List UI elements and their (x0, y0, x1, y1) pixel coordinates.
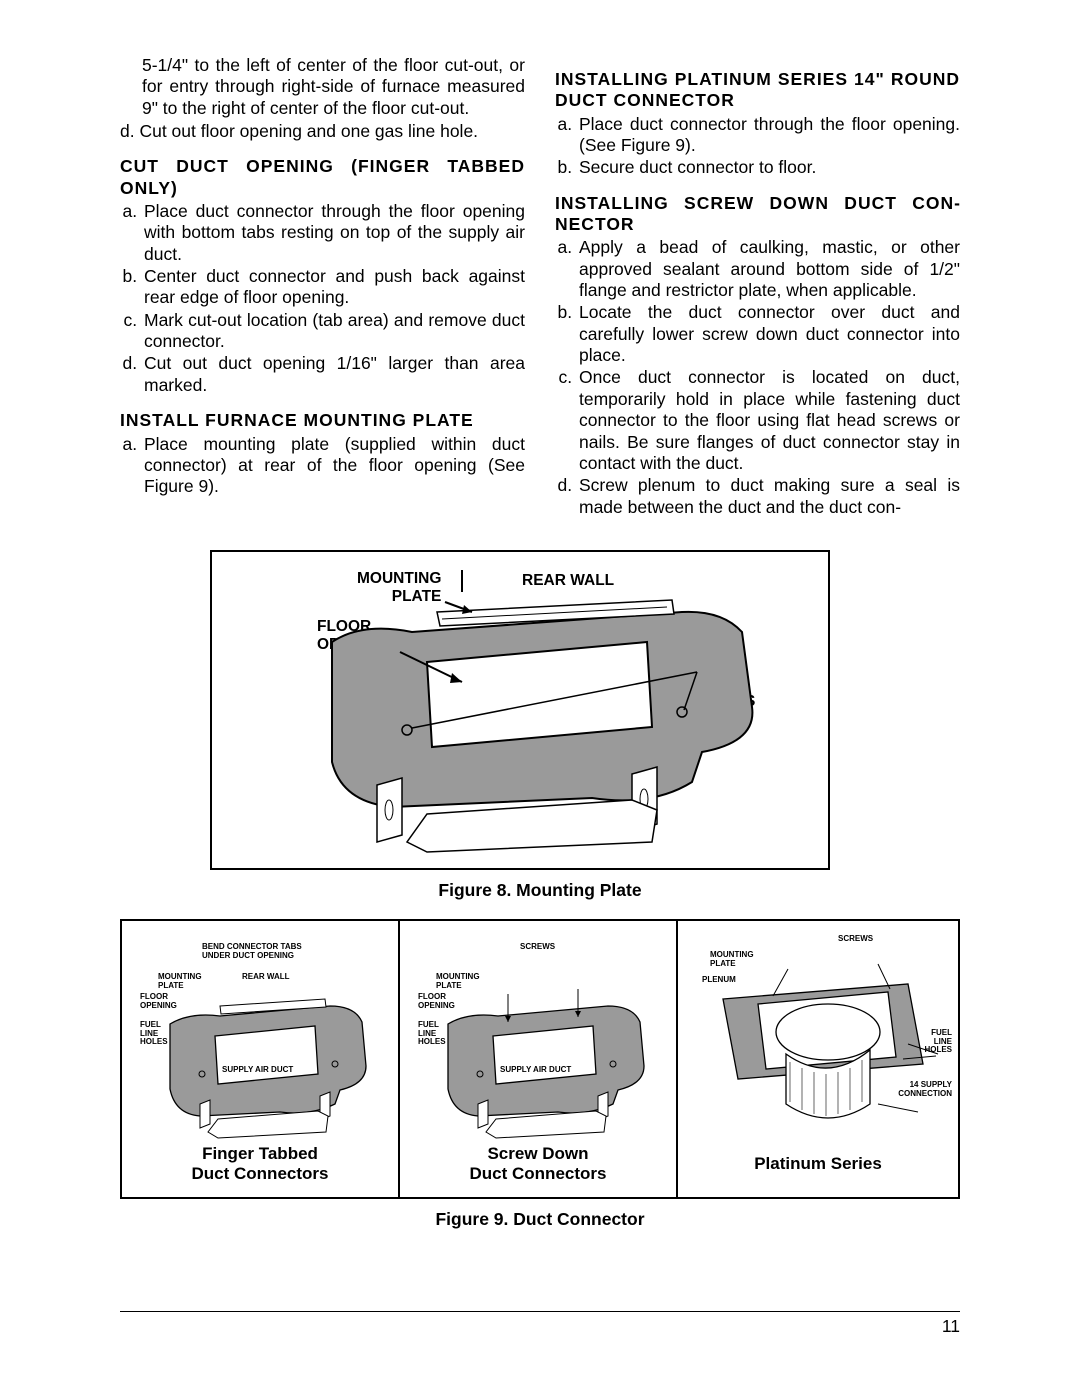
list-item: Apply a bead of caulking, mastic, or oth… (577, 237, 960, 301)
panel-b-drawing (408, 964, 668, 1144)
page-number: 11 (942, 1316, 960, 1337)
mini-label: FUELLINEHOLES (924, 1029, 952, 1055)
panel-label: Screw DownDuct Connectors (470, 1144, 607, 1185)
panel-label: Platinum Series (754, 1144, 882, 1185)
mini-label: MOUNTINGPLATE (436, 973, 480, 991)
list-item: Locate the duct connector over duct and … (577, 302, 960, 366)
heading-screwdown: INSTALLING SCREW DOWN DUCT CON­NECTOR (555, 193, 960, 236)
mini-label: FUELLINEHOLES (140, 1021, 168, 1047)
mini-label: SUPPLY AIR DUCT (222, 1066, 293, 1075)
panel-a-drawing (130, 964, 390, 1144)
mini-label: BEND CONNECTOR TABSUNDER DUCT OPENING (202, 943, 302, 961)
mini-label: PLENUM (702, 976, 736, 985)
intro-item-d: d. Cut out floor opening and one gas lin… (120, 121, 525, 142)
heading-cut-duct: CUT DUCT OPENING (FINGER TABBED ONLY) (120, 156, 525, 199)
list-item: Center duct connector and push back agai… (142, 266, 525, 309)
mini-label: SCREWS (838, 935, 873, 944)
list-cut-duct: Place duct connector through the floor o… (120, 201, 525, 396)
mini-label: MOUNTINGPLATE (710, 951, 754, 969)
list-platinum: Place duct connector through the floor o… (555, 114, 960, 179)
heading-install-mounting: INSTALL FURNACE MOUNTING PLATE (120, 410, 525, 431)
mini-label: FLOOROPENING (418, 993, 455, 1011)
figure-8-caption: Figure 8. Mounting Plate (120, 880, 960, 901)
intro-continuation: 5-1/4" to the left of center of the floo… (120, 55, 525, 119)
figure-9-panel-b: SCREWS MOUNTINGPLATE FLOOROPENING FUELLI… (400, 921, 678, 1197)
figure-9-caption: Figure 9. Duct Connector (120, 1209, 960, 1230)
list-item: Mark cut-out location (tab area) and rem… (142, 310, 525, 353)
mini-label: SCREWS (520, 943, 555, 952)
figure-9-panel-a: BEND CONNECTOR TABSUNDER DUCT OPENING MO… (122, 921, 400, 1197)
list-item: Cut out duct opening 1/16" larger than a… (142, 353, 525, 396)
left-column: 5-1/4" to the left of center of the floo… (120, 55, 525, 532)
list-item: Screw plenum to duct making sure a seal … (577, 475, 960, 518)
figure-9-box: BEND CONNECTOR TABSUNDER DUCT OPENING MO… (120, 919, 960, 1199)
mini-label: MOUNTINGPLATE (158, 973, 202, 991)
right-column: INSTALLING PLATINUM SERIES 14" ROUND DUC… (555, 55, 960, 532)
figure-8-drawing (212, 552, 828, 868)
list-item: Once duct connector is located on duct, … (577, 367, 960, 474)
heading-platinum: INSTALLING PLATINUM SERIES 14" ROUND DUC… (555, 69, 960, 112)
mini-label: SUPPLY AIR DUCT (500, 1066, 571, 1075)
list-item: Secure duct connector to floor. (577, 157, 960, 178)
list-item: Place duct connector through the floor o… (142, 201, 525, 265)
list-item: Place mounting plate (supplied within du… (142, 434, 525, 498)
list-install-mounting: Place mounting plate (supplied within du… (120, 434, 525, 498)
mini-label: 14 SUPPLYCONNECTION (898, 1081, 952, 1099)
mini-label: FUELLINEHOLES (418, 1021, 446, 1047)
panel-label: Finger TabbedDuct Connectors (192, 1144, 329, 1185)
figure-8-box: MOUNTINGPLATE REAR WALL FLOOROPENING FUE… (210, 550, 830, 870)
footer-rule (120, 1311, 960, 1312)
list-item: Place duct connector through the floor o… (577, 114, 960, 157)
mini-label: REAR WALL (242, 973, 290, 982)
figure-9-panel-c: SCREWS MOUNTINGPLATE PLENUM FUELLINEHOLE… (678, 921, 958, 1197)
list-screwdown: Apply a bead of caulking, mastic, or oth… (555, 237, 960, 517)
mini-label: FLOOROPENING (140, 993, 177, 1011)
